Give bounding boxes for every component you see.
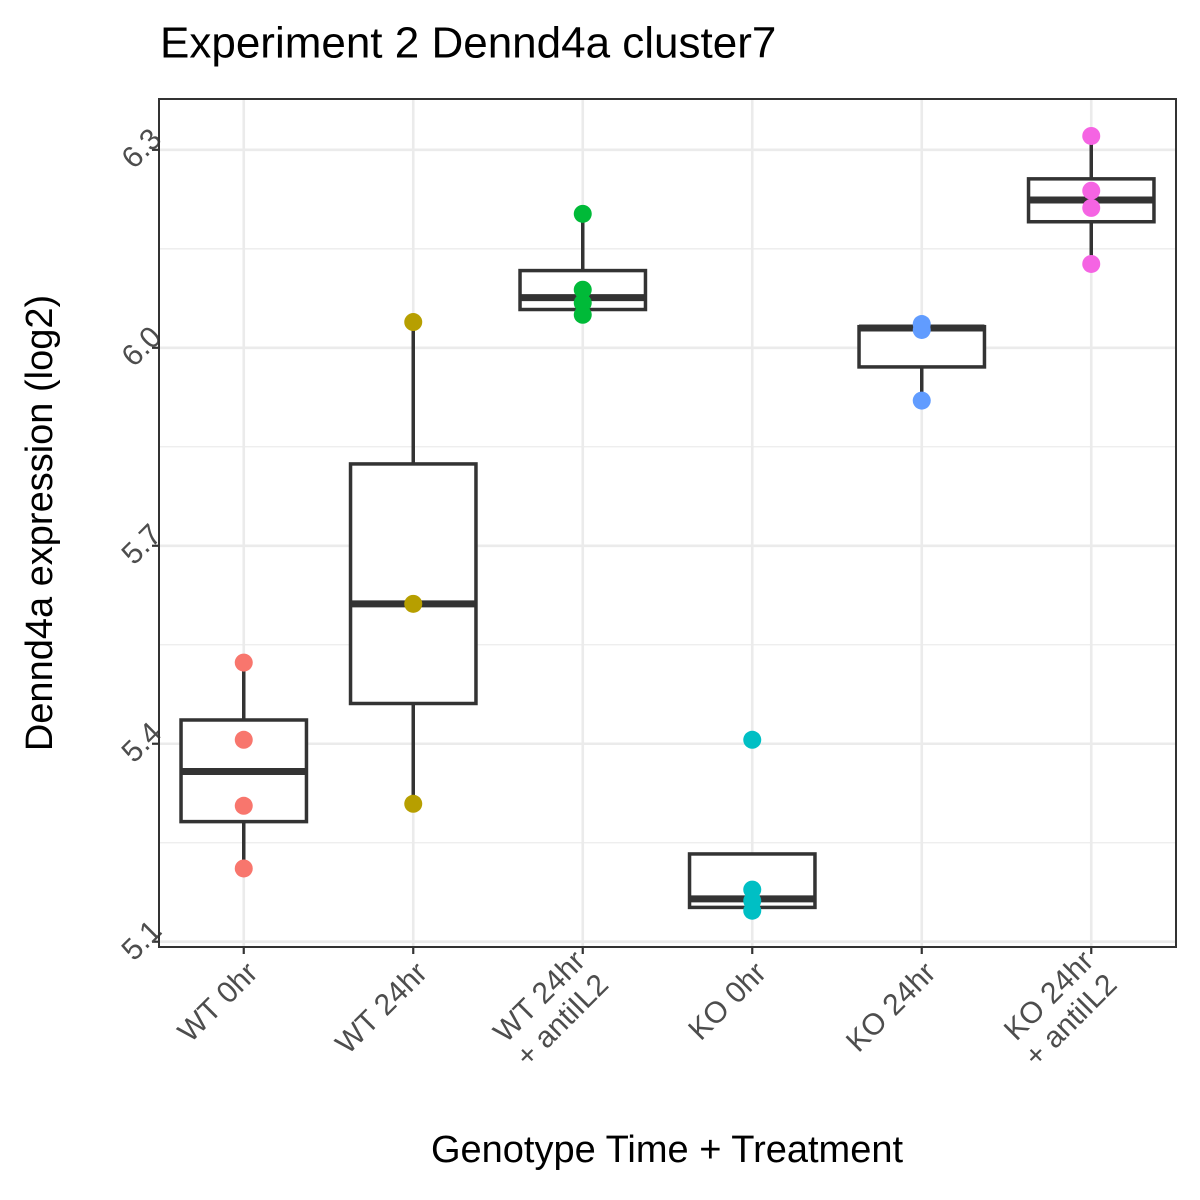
x-tick-label: KO 24hr+ antiIL2 [995,945,1124,1074]
x-tick-label: KO 24hr [840,956,942,1058]
y-tick-label: 5.7 [115,518,168,571]
point [234,653,253,672]
point [573,204,592,223]
grid [159,99,1176,947]
box [348,462,478,706]
point [234,859,253,878]
point [234,796,253,815]
point [404,594,423,613]
x-tick-label: WT 24hr+ antiIL2 [486,945,615,1074]
point [234,730,253,749]
y-tick-label: 6.0 [115,320,168,373]
point [404,313,423,332]
point [1082,198,1101,217]
point [573,305,592,324]
point [1082,181,1101,200]
x-tick-label: WT 0hr [172,956,264,1048]
point [573,280,592,299]
y-tick-label: 5.4 [115,716,168,769]
x-tick-label: KO 0hr [682,956,773,1047]
point [1082,254,1101,273]
x-axis-title: Genotype Time + Treatment [431,1129,904,1171]
y-tick-label: 5.1 [115,914,168,967]
point [743,730,762,749]
chart-title: Experiment 2 Dennd4a cluster7 [160,19,776,68]
point [743,901,762,920]
panel-border [158,98,1177,948]
y-axis-title: Dennd4a expression (log2) [19,295,61,751]
point [912,391,931,410]
point [1082,126,1101,145]
point [404,794,423,813]
x-tick-label: WT 24hr [330,956,434,1060]
y-tick-label: 6.3 [115,122,168,175]
point [912,320,931,339]
